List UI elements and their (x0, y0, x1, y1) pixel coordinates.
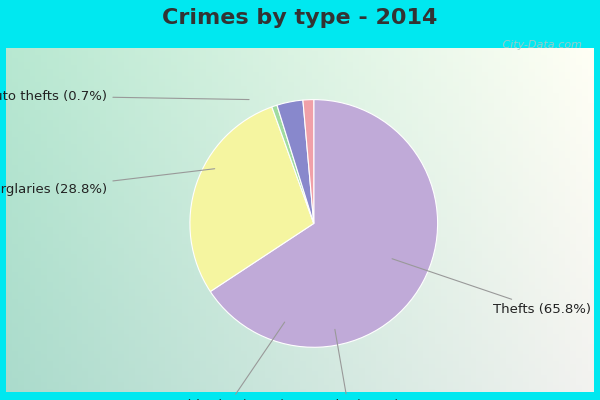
Text: Auto thefts (0.7%): Auto thefts (0.7%) (0, 90, 249, 103)
Wedge shape (272, 105, 314, 224)
Text: Crimes by type - 2014: Crimes by type - 2014 (163, 8, 437, 28)
Text: City-Data.com: City-Data.com (499, 40, 582, 50)
Text: Burglaries (28.8%): Burglaries (28.8%) (0, 169, 215, 196)
Text: Assaults (3.4%): Assaults (3.4%) (296, 329, 400, 400)
Text: Robberies (1.4%): Robberies (1.4%) (170, 322, 285, 400)
Wedge shape (303, 100, 314, 224)
Text: Thefts (65.8%): Thefts (65.8%) (392, 259, 590, 316)
Wedge shape (277, 100, 314, 224)
Wedge shape (190, 107, 314, 292)
Wedge shape (211, 100, 437, 347)
